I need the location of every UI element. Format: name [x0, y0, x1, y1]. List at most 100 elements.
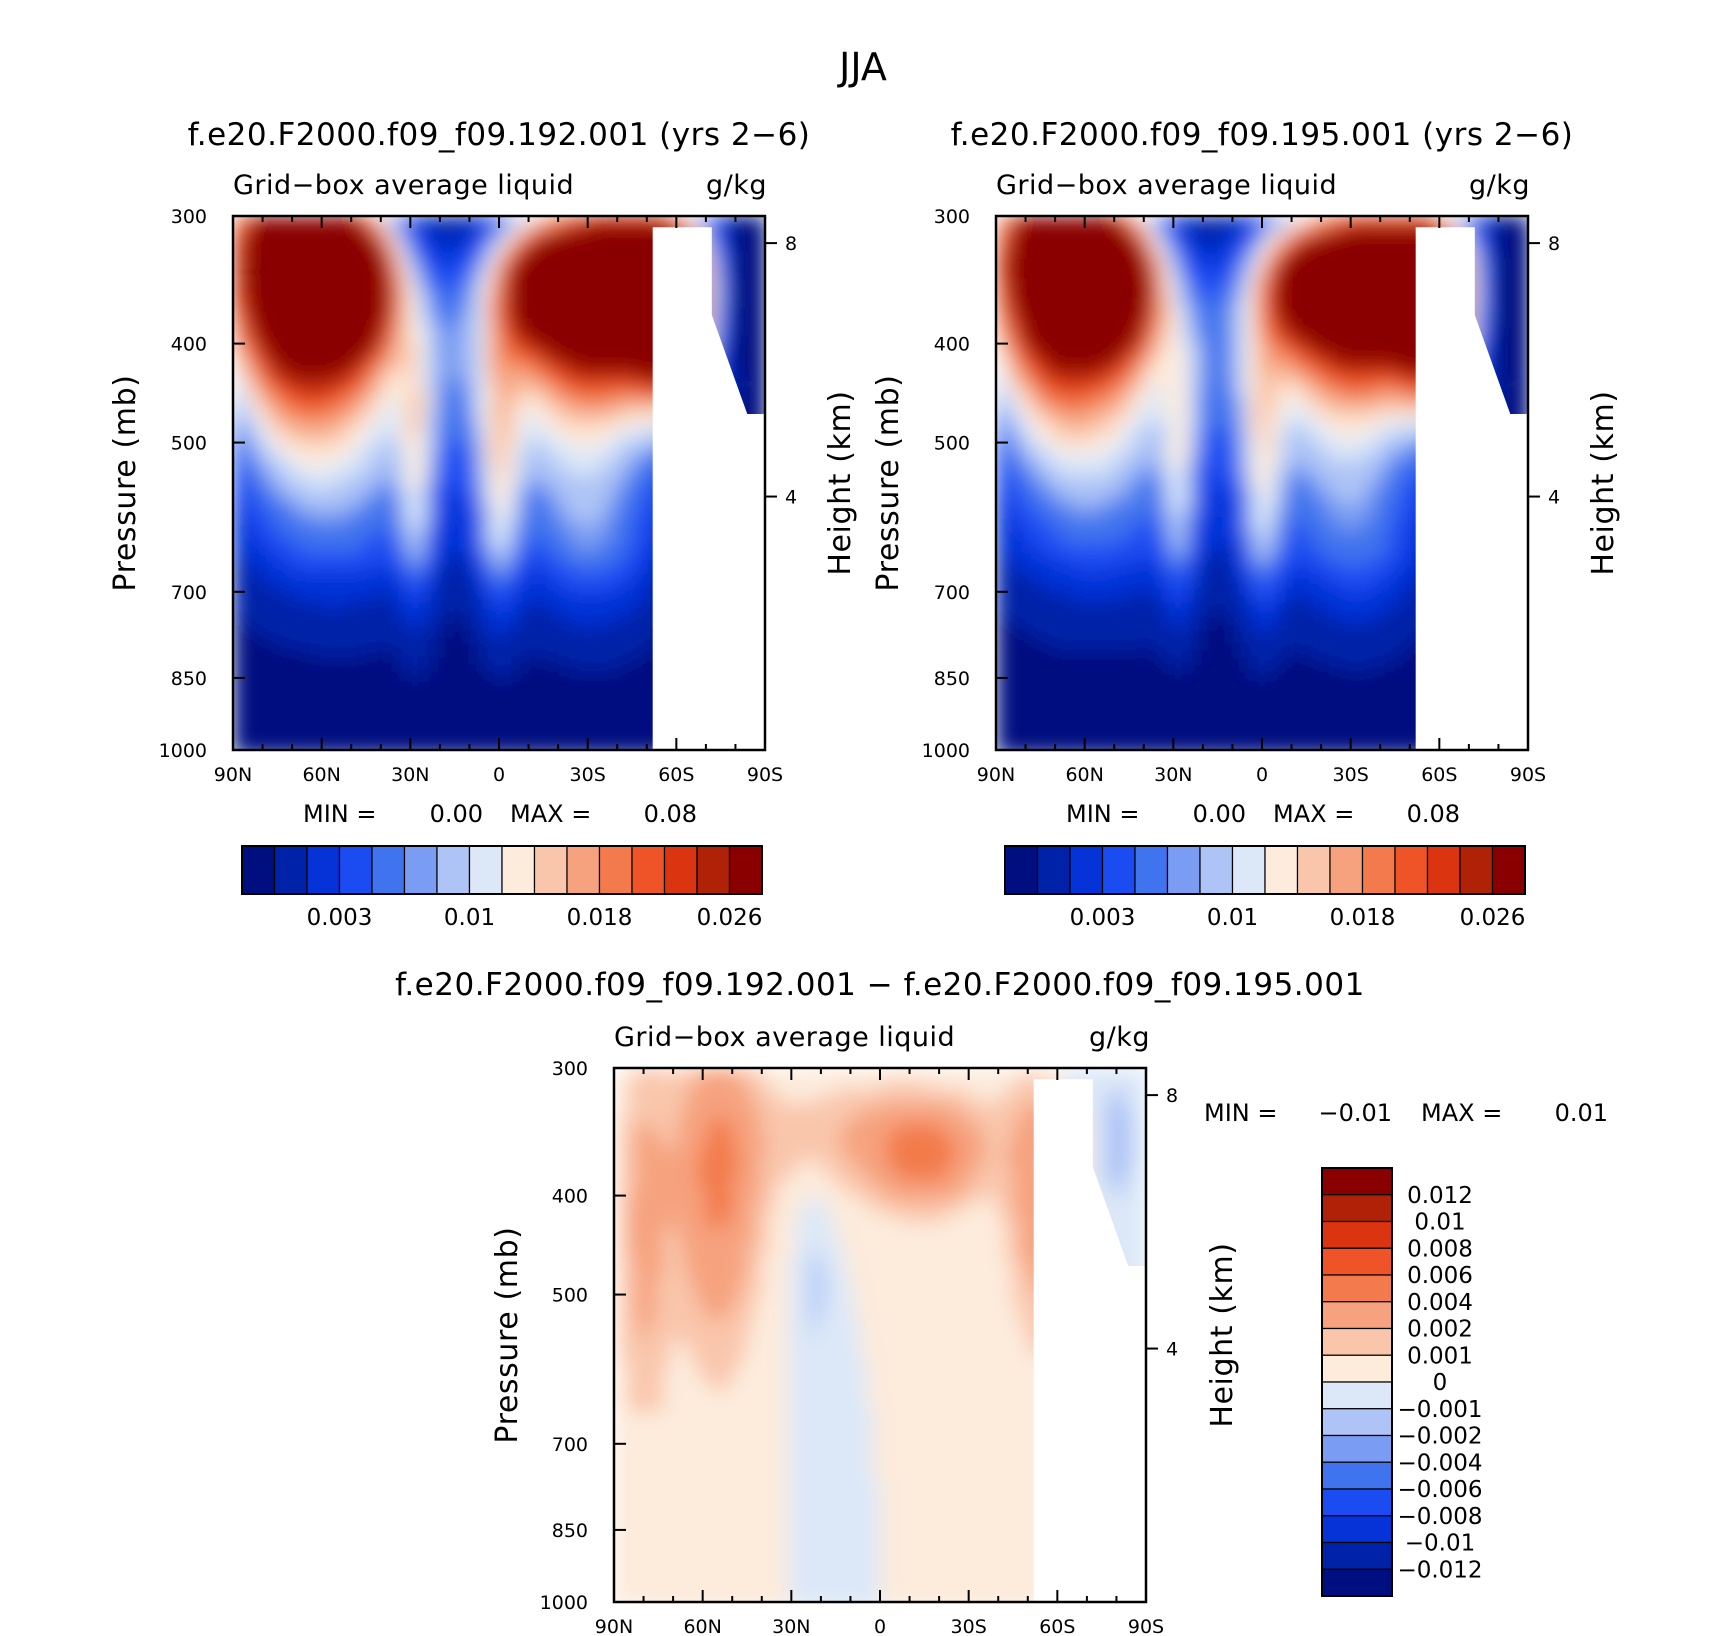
contour-cell — [737, 230, 745, 238]
contour-cell — [436, 412, 444, 420]
contour-cell — [380, 426, 388, 434]
contour-cell — [352, 286, 360, 294]
contour-cell — [310, 335, 318, 343]
contour-cell — [506, 440, 514, 448]
contour-cell — [317, 251, 325, 259]
contour-cell — [520, 566, 528, 574]
contour-cell — [646, 657, 654, 665]
contour-cell — [478, 468, 486, 476]
contour-cell — [758, 335, 765, 343]
contour-cell — [233, 230, 241, 238]
contour-cell — [520, 580, 528, 588]
contour-cell — [632, 265, 640, 273]
contour-cell — [513, 601, 521, 609]
contour-cell — [611, 216, 619, 224]
contour-cell — [345, 622, 353, 630]
contour-cell — [457, 573, 465, 581]
contour-cell — [394, 671, 402, 679]
contour-cell — [429, 300, 437, 308]
contour-cell — [492, 594, 500, 602]
contour-cell — [639, 608, 647, 616]
contour-cell — [744, 265, 752, 273]
contour-cell — [618, 517, 626, 525]
contour-cell — [352, 657, 360, 665]
contour-cell — [436, 370, 444, 378]
contour-cell — [443, 517, 451, 525]
contour-cell — [415, 356, 423, 364]
contour-cell — [506, 524, 514, 532]
contour-cell — [303, 629, 311, 637]
contour-cell — [590, 412, 598, 420]
contour-cell — [380, 566, 388, 574]
contour-cell — [268, 643, 276, 651]
contour-cell — [408, 650, 416, 658]
contour-cell — [366, 370, 374, 378]
contour-cell — [646, 363, 654, 371]
contour-cell — [751, 223, 759, 231]
contour-cell — [394, 307, 402, 315]
contour-cell — [618, 580, 626, 588]
contour-cell — [289, 377, 297, 385]
contour-cell — [359, 412, 367, 420]
contour-cell — [562, 321, 570, 329]
contour-cell — [562, 538, 570, 546]
contour-cell — [408, 321, 416, 329]
contour-cell — [478, 580, 486, 588]
contour-cell — [310, 349, 318, 357]
contour-cell — [415, 587, 423, 595]
contour-cell — [359, 524, 367, 532]
contour-cell — [464, 335, 472, 343]
contour-cell — [506, 643, 514, 651]
contour-cell — [296, 405, 304, 413]
contour-cell — [464, 594, 472, 602]
contour-cell — [555, 419, 563, 427]
contour-cell — [254, 671, 262, 679]
contour-cell — [429, 405, 437, 413]
contour-cell — [275, 643, 283, 651]
contour-cell — [317, 482, 325, 490]
contour-cell — [317, 629, 325, 637]
contour-cell — [261, 517, 269, 525]
contour-cell — [240, 230, 248, 238]
contour-cell — [520, 321, 528, 329]
contour-cell — [373, 524, 381, 532]
contour-cell — [513, 524, 521, 532]
contour-cell — [611, 370, 619, 378]
contour-cell — [408, 489, 416, 497]
contour-cell — [394, 419, 402, 427]
contour-cell — [604, 314, 612, 322]
contour-cell — [520, 454, 528, 462]
contour-cell — [604, 622, 612, 630]
contour-cell — [513, 622, 521, 630]
contour-cell — [618, 524, 626, 532]
contour-cell — [401, 538, 409, 546]
contour-cell — [562, 230, 570, 238]
contour-cell — [576, 412, 584, 420]
contour-cell — [590, 573, 598, 581]
contour-cell — [590, 643, 598, 651]
contour-cell — [373, 496, 381, 504]
contour-cell — [520, 587, 528, 595]
contour-cell — [471, 223, 479, 231]
contour-cell — [464, 468, 472, 476]
contour-cell — [275, 314, 283, 322]
contour-cell — [513, 377, 521, 385]
contour-cell — [352, 391, 360, 399]
contour-cell — [275, 615, 283, 623]
contour-cell — [380, 601, 388, 609]
contour-cell — [590, 601, 598, 609]
contour-cell — [394, 223, 402, 231]
contour-cell — [625, 398, 633, 406]
contour-cell — [548, 244, 556, 252]
contour-cell — [723, 314, 731, 322]
contour-cell — [429, 265, 437, 273]
contour-cell — [289, 307, 297, 315]
contour-cell — [247, 391, 255, 399]
contour-cell — [422, 573, 430, 581]
contour-cell — [506, 307, 514, 315]
contour-cell — [548, 237, 556, 245]
contour-cell — [240, 482, 248, 490]
contour-cell — [443, 391, 451, 399]
contour-cell — [387, 496, 395, 504]
contour-cell — [625, 622, 633, 630]
